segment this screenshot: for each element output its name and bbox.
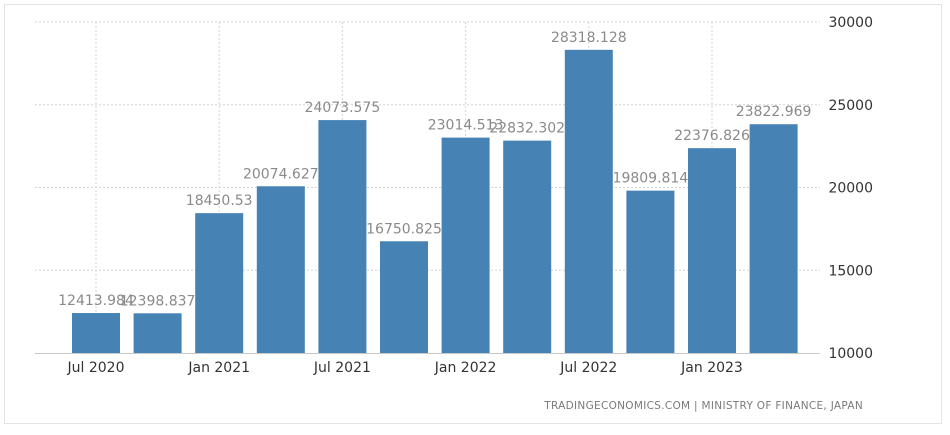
y-tick-label: 20000 xyxy=(828,181,873,197)
bar xyxy=(72,313,120,353)
y-tick-label: 10000 xyxy=(828,346,873,362)
bar xyxy=(133,313,182,353)
source-attribution: TRADINGECONOMICS.COM | MINISTRY OF FINAN… xyxy=(543,400,863,412)
chart-frame: 12413.984 12398.837 18450.53 20074.627 24073… xyxy=(4,4,942,424)
bar xyxy=(195,213,244,353)
data-label: 28318.128 xyxy=(551,30,627,46)
y-tick-label: 15000 xyxy=(828,263,873,279)
data-label: 18450.53 xyxy=(186,193,253,209)
y-axis: 10000 15000 20000 25000 30000 xyxy=(828,15,873,362)
x-tick-label: Jan 2023 xyxy=(680,360,743,376)
data-label: 12413.984 xyxy=(58,293,134,309)
bar xyxy=(503,140,552,353)
data-label: 19809.814 xyxy=(613,171,689,187)
x-tick-label: Jul 2022 xyxy=(559,360,617,376)
data-label: 20074.627 xyxy=(243,166,319,182)
x-tick-label: Jul 2021 xyxy=(313,360,371,376)
x-tick-label: Jul 2020 xyxy=(67,360,125,376)
bars xyxy=(72,49,798,354)
bar xyxy=(626,190,675,353)
data-label: 22376.826 xyxy=(674,128,750,144)
bar xyxy=(749,124,798,354)
bar xyxy=(441,137,490,353)
data-label: 22832.302 xyxy=(489,121,565,137)
data-label: 24073.575 xyxy=(305,100,381,116)
bar xyxy=(318,120,367,353)
data-label: 23014.513 xyxy=(428,118,504,134)
y-tick-label: 25000 xyxy=(828,98,873,114)
bar xyxy=(256,186,305,353)
bar xyxy=(380,241,428,353)
x-axis: Jul 2020 Jan 2021 Jul 2021 Jan 2022 Jul 2022… xyxy=(35,353,820,376)
bar xyxy=(564,49,613,353)
x-tick-label: Jan 2021 xyxy=(187,360,250,376)
y-tick-label: 30000 xyxy=(828,15,873,31)
data-label: 16750.825 xyxy=(366,221,442,237)
bar xyxy=(688,148,736,353)
data-label: 23822.969 xyxy=(736,104,812,120)
data-label: 12398.837 xyxy=(120,293,196,309)
x-tick-label: Jan 2022 xyxy=(434,360,497,376)
